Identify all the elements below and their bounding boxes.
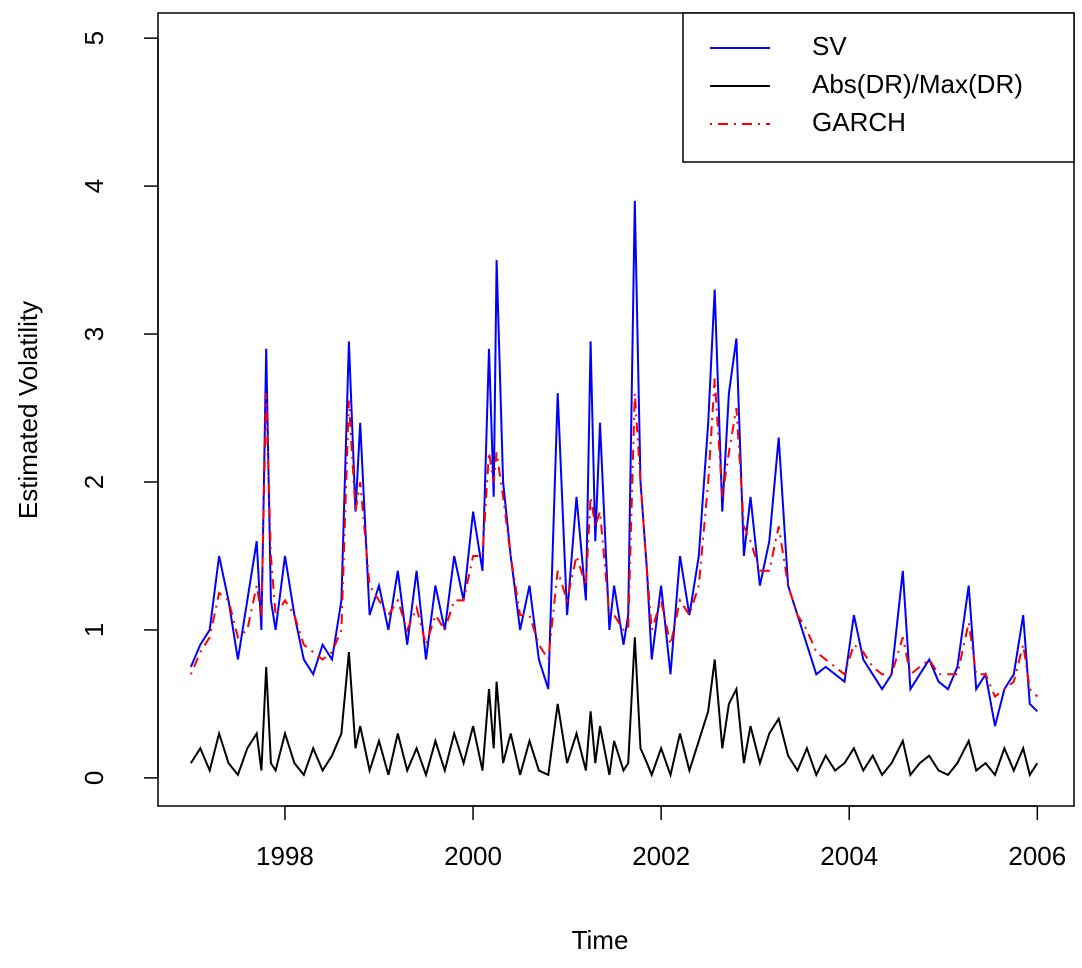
x-axis-label: Time (572, 925, 629, 955)
series-line (189, 378, 1039, 699)
plot-frame (157, 12, 1075, 807)
y-axis-label: Estimated Volatility (13, 301, 43, 519)
y-tick-label: 1 (79, 623, 109, 637)
x-tick-label: 2004 (820, 841, 878, 871)
series-line (189, 200, 1039, 727)
x-tick-label: 2006 (1008, 841, 1066, 871)
legend-label: Abs(DR)/Max(DR) (812, 69, 1023, 99)
y-tick-label: 0 (79, 771, 109, 785)
y-tick-label: 2 (79, 475, 109, 489)
x-tick-label: 2000 (444, 841, 502, 871)
y-tick-label: 4 (79, 179, 109, 193)
x-tick-label: 1998 (256, 841, 314, 871)
legend-label: SV (812, 31, 847, 61)
x-tick-label: 2002 (632, 841, 690, 871)
legend-label: GARCH (812, 107, 906, 137)
y-tick-label: 5 (79, 31, 109, 45)
y-tick-label: 3 (79, 327, 109, 341)
legend-box (682, 12, 1075, 163)
series-line (190, 637, 1039, 779)
